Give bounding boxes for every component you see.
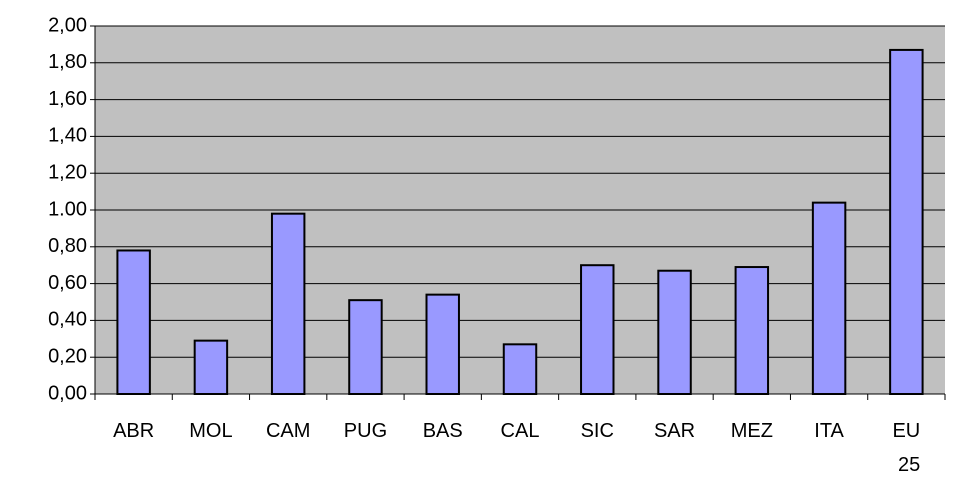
bar bbox=[889, 48, 924, 395]
y-tick-label: 1,60 bbox=[48, 88, 87, 110]
bar bbox=[657, 269, 692, 395]
bar bbox=[193, 339, 229, 396]
x-tick-label: MEZ bbox=[731, 420, 773, 442]
x-tick-label: PUG bbox=[344, 420, 387, 442]
y-tick-label: 0,80 bbox=[48, 235, 87, 257]
bar bbox=[734, 266, 770, 396]
y-tick-label: 1,40 bbox=[48, 125, 87, 147]
y-tick-label: 0,00 bbox=[48, 382, 87, 404]
y-tick-label: 1,20 bbox=[48, 161, 87, 183]
y-tick-label: 2,00 bbox=[48, 14, 87, 36]
bar bbox=[425, 293, 460, 396]
x-tick-label: SIC bbox=[581, 420, 614, 442]
y-tick-label: 0,20 bbox=[48, 345, 87, 367]
x-tick-label: MOL bbox=[189, 420, 232, 442]
y-tick-label: 1.00 bbox=[48, 198, 87, 220]
bar bbox=[270, 212, 306, 395]
x-tick-label: SAR bbox=[654, 420, 695, 442]
x-tick-label: ABR bbox=[113, 420, 154, 442]
y-tick-label: 0,40 bbox=[48, 309, 87, 331]
bar bbox=[811, 201, 847, 395]
bar bbox=[348, 299, 383, 395]
x-tick-label: EU 25 bbox=[892, 420, 920, 476]
x-tick-label: ITA bbox=[814, 420, 844, 442]
bar bbox=[116, 249, 151, 395]
bar bbox=[502, 343, 538, 396]
x-tick-label: CAM bbox=[266, 420, 310, 442]
x-tick-label: BAS bbox=[423, 420, 463, 442]
bar bbox=[580, 264, 615, 396]
x-tick-label: CAL bbox=[501, 420, 540, 442]
y-tick-label: 1,80 bbox=[48, 51, 87, 73]
y-tick-label: 0,60 bbox=[48, 272, 87, 294]
